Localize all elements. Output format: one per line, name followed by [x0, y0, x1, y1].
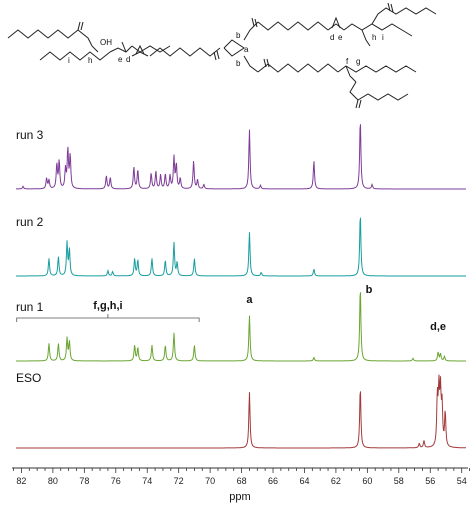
structure-letter: i [68, 56, 70, 65]
structure-labels: h i OH e d b a b d e h i f g [68, 31, 384, 68]
x-tick-label: 66 [268, 476, 278, 486]
x-tick-label: 62 [331, 476, 341, 486]
series-line-eso [16, 374, 466, 449]
x-tick-label: 60 [362, 476, 372, 486]
annotation-bracket [16, 317, 200, 322]
structure-letter: h [372, 33, 376, 42]
x-tick-label: 58 [394, 476, 404, 486]
x-tick-label: 64 [299, 476, 309, 486]
annotation-label: f,g,h,i [93, 300, 122, 312]
x-tick-label: 78 [79, 476, 89, 486]
series-label: run 3 [16, 128, 44, 142]
x-tick-label: 54 [457, 476, 467, 486]
series-label: run 2 [16, 215, 44, 229]
spectra-traces: run 3 run 2 run 1 ESO [16, 124, 466, 449]
x-axis: 82 80 78 76 74 72 70 68 66 64 62 60 58 56 54 ppm [12, 467, 470, 503]
structure-letter: b [236, 59, 241, 68]
structure-letter: i [382, 33, 384, 42]
peak-annotations: f,g,h,i a b d,e [16, 284, 446, 333]
x-tick-label: 82 [16, 476, 26, 486]
x-tick-label: 70 [205, 476, 215, 486]
annotation-label: d,e [430, 321, 446, 333]
annotation-label: a [246, 294, 253, 306]
structure-letter: e [338, 33, 343, 42]
annotation-label: b [366, 284, 373, 296]
structure-letter: e [118, 55, 123, 64]
series-line-run-3 [16, 124, 466, 190]
structure-letter: a [244, 45, 249, 54]
x-tick-label: 72 [174, 476, 184, 486]
structure-letter: d [330, 33, 334, 42]
x-tick-label: 80 [48, 476, 58, 486]
x-tick-label: 76 [111, 476, 121, 486]
structure-letter: d [126, 55, 130, 64]
x-tick-label: 68 [237, 476, 247, 486]
structure-letter: b [236, 31, 241, 40]
structure-letter: f [346, 57, 349, 66]
series-line-run-2 [16, 217, 466, 277]
series-label: run 1 [16, 300, 44, 314]
series-label: ESO [16, 371, 41, 385]
x-axis-title: ppm [229, 491, 250, 503]
chemical-structure [7, 2, 437, 109]
x-tick-label: 74 [142, 476, 152, 486]
structure-letter: h [88, 56, 92, 65]
series-line-run-1 [16, 292, 466, 362]
x-tick-label: 56 [425, 476, 435, 486]
structure-letter: g [356, 57, 360, 66]
structure-text: OH [100, 38, 112, 47]
